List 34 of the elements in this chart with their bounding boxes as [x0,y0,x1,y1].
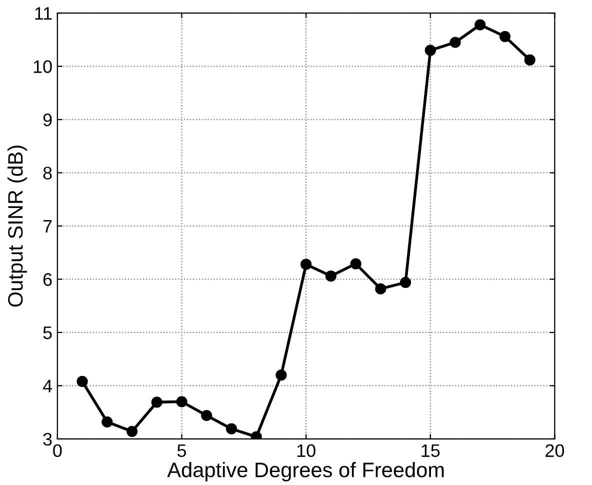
point [102,416,113,428]
x-tick-label: 0 [53,444,62,458]
point [76,376,88,387]
point [126,426,138,438]
point [151,396,162,408]
y-tick-label: 5 [43,326,52,340]
y-tick-label: 10 [34,60,52,74]
point [424,44,436,56]
y-tick-label: 4 [42,380,52,392]
x-axis-title: Adaptive Degrees of Freedom [167,462,444,482]
point [300,258,312,270]
point [524,54,536,66]
x-tick-label: 20 [546,444,564,458]
point [325,270,336,282]
y-tick-label: 9 [43,113,52,126]
point [375,283,386,294]
y-tick-label: 7 [43,220,52,233]
point [350,258,362,270]
point [474,19,486,30]
point [176,396,188,408]
x-tick-label: 15 [422,444,440,458]
y-tick-label: 11 [35,7,52,20]
point [499,30,511,42]
point [201,410,212,422]
point [276,369,287,381]
x-tick-label: 10 [297,444,316,458]
point [450,36,461,48]
x-tick-label: 5 [177,444,186,458]
point [400,276,412,288]
y-tick-label: 8 [43,166,52,180]
y-axis-title: Output SINR (dB) [8,146,27,307]
y-tick-label: 3 [43,432,52,446]
point [226,423,238,434]
y-tick-label: 6 [43,273,52,286]
